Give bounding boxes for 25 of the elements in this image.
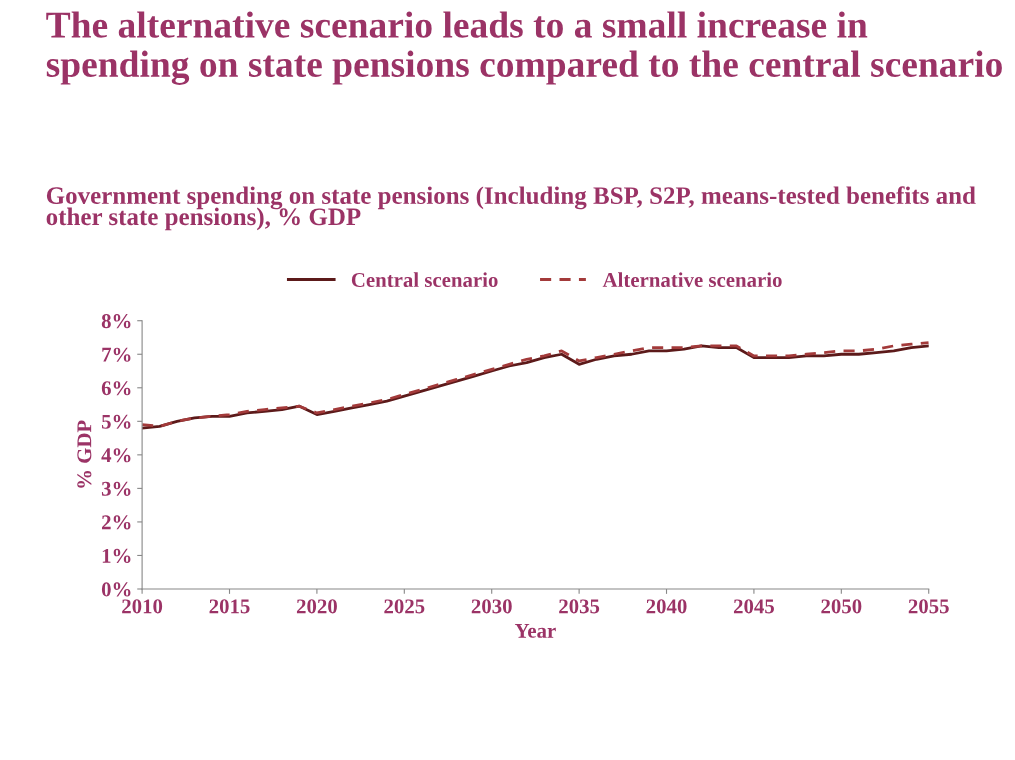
y-tick-label: 0% — [101, 582, 131, 597]
y-tick-label: 2% — [102, 515, 131, 530]
y-tick-label: 6% — [101, 381, 131, 396]
y-tick-label: 4% — [101, 448, 131, 463]
x-tick-label: 2025 — [384, 599, 425, 614]
x-tick-label: 2035 — [559, 599, 600, 614]
y-tick-label: 7% — [102, 347, 131, 362]
chart-title: The alternative scenario leads to a small increase in spending on state pensions compared to the central scenario — [46, 11, 1002, 85]
x-tick-label: 2045 — [733, 599, 774, 614]
x-tick-label: 2020 — [296, 599, 337, 614]
y-tick-label: 3% — [101, 481, 131, 496]
x-tick-label: 2030 — [471, 599, 512, 614]
x-tick-label: 2015 — [209, 599, 250, 614]
y-tick-label: 5% — [101, 414, 131, 429]
x-tick-label: 2055 — [908, 599, 949, 614]
x-axis-title: Year — [514, 623, 556, 638]
x-tick-label: 2040 — [646, 599, 687, 614]
x-tick-label: 2050 — [821, 599, 862, 614]
chart-subtitle: Government spending on state pensions (Including BSP, S2P, means-tested benefits and other state pensions), % GDP — [46, 186, 976, 231]
y-axis-title: % GDP — [77, 420, 92, 488]
x-tick-label: 2010 — [122, 599, 163, 614]
y-tick-label: 1% — [102, 548, 131, 563]
legend-label: Alternative scenario — [602, 272, 782, 288]
legend-label: Central scenario — [351, 272, 498, 288]
y-tick-label: 8% — [101, 314, 131, 329]
